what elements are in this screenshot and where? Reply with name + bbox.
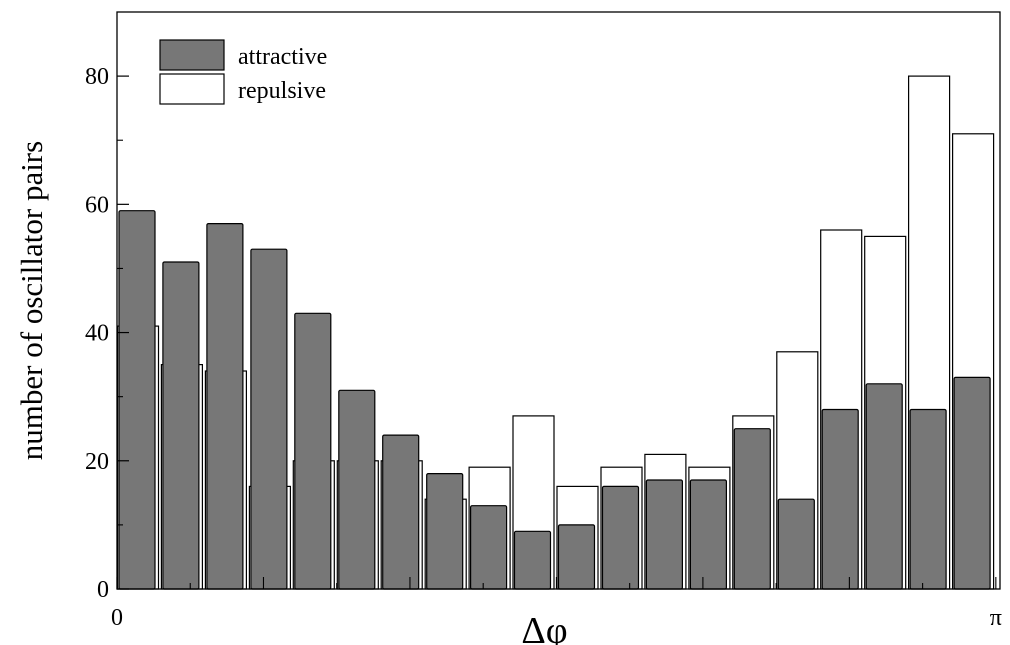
legend-label-repulsive: repulsive [238,78,326,104]
bar-attractive-12 [645,479,684,590]
bar-attractive-11 [601,485,640,590]
axes-layer: 0 20 40 60 80 [85,64,997,603]
bar-attractive-8 [470,505,508,590]
bar-attractive-18 [909,408,947,590]
bars-layer [116,75,995,590]
y-tick-label-40: 40 [85,321,109,347]
bar-attractive-3 [250,248,288,590]
bar-attractive-14 [733,428,771,590]
x-axis-label: Δφ [521,610,567,645]
bar-attractive-1 [162,261,200,590]
y-tick-label-20: 20 [85,449,109,475]
x-tick-label-end: π [990,605,1002,631]
legend-label-attractive: attractive [238,44,327,70]
y-axis-label: number of oscillator pairs [14,141,49,460]
y-tick-label-0: 0 [97,577,109,603]
bar-attractive-10 [557,524,596,590]
bar-attractive-0 [118,210,156,590]
plot-frame [116,11,1001,590]
bar-attractive-15 [777,498,815,590]
bar-attractive-2 [206,223,244,590]
bar-attractive-7 [426,473,464,590]
bar-attractive-4 [294,312,332,590]
y-tick-label-80: 80 [85,64,109,90]
bar-attractive-13 [689,479,728,590]
bar-attractive-6 [382,434,420,590]
y-tick-label-60: 60 [85,192,109,218]
legend-swatch-repulsive [159,73,225,105]
legend-swatch-attractive [159,39,225,71]
bar-attractive-5 [338,389,376,590]
x-tick-label-start: 0 [111,605,123,631]
bar-attractive-19 [953,376,991,590]
bar-attractive-9 [513,530,552,590]
legend: attractive repulsive [159,39,327,105]
bar-attractive-16 [821,408,859,590]
bar-attractive-17 [865,383,903,590]
